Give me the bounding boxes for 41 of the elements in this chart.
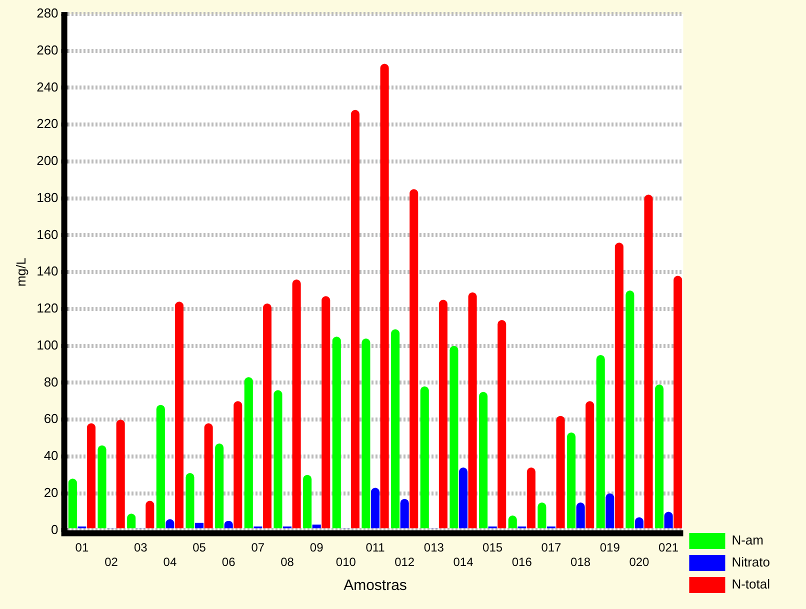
y-tick-label: 140 [36,264,58,279]
y-tick-label: 220 [36,116,58,132]
legend-label: N-am [732,532,764,548]
x-tick-label: 017 [541,540,562,555]
x-tick-label: 07 [251,540,265,555]
x-tick-label: 019 [600,540,620,555]
x-tick-label: 08 [280,555,294,570]
x-tick-label: 013 [424,540,444,555]
legend-label: N-total [732,576,770,592]
y-tick-label: 40 [44,448,58,464]
x-tick-label: 014 [453,555,474,570]
x-tick-label: 018 [570,555,591,570]
x-tick-label: 016 [512,555,532,570]
x-tick-label: 010 [336,555,356,570]
x-tick-label: 05 [192,540,206,555]
x-tick-label: 06 [222,555,236,570]
y-tick-label: 260 [36,42,58,58]
x-tick-label: 09 [310,540,324,555]
x-tick-label: 012 [394,555,415,570]
y-tick-label: 200 [36,153,58,168]
y-tick-label: 20 [44,484,58,500]
y-tick-label: 180 [36,190,58,205]
x-tick-label: 020 [629,555,650,570]
y-tick-label: 280 [36,6,58,21]
x-axis-title: Amostras [344,577,407,594]
x-tick-label: 04 [163,555,177,570]
x-tick-label: 021 [658,540,679,555]
y-tick-label: 0 [51,522,58,537]
y-tick-label: 60 [44,411,58,426]
y-axis-title: mg/L [13,258,28,287]
y-tick-label: 240 [36,79,58,94]
x-tick-label: 01 [75,540,89,555]
legend-label: Nitrato [732,554,770,570]
y-tick-label: 80 [44,374,58,390]
y-tick-label: 160 [36,226,58,242]
y-tick-label: 120 [36,300,58,316]
x-tick-label: 02 [104,555,118,570]
y-tick-label: 100 [36,337,58,352]
x-tick-label: 011 [366,540,386,555]
x-tick-label: 015 [482,540,503,555]
x-tick-label: 03 [134,540,148,555]
